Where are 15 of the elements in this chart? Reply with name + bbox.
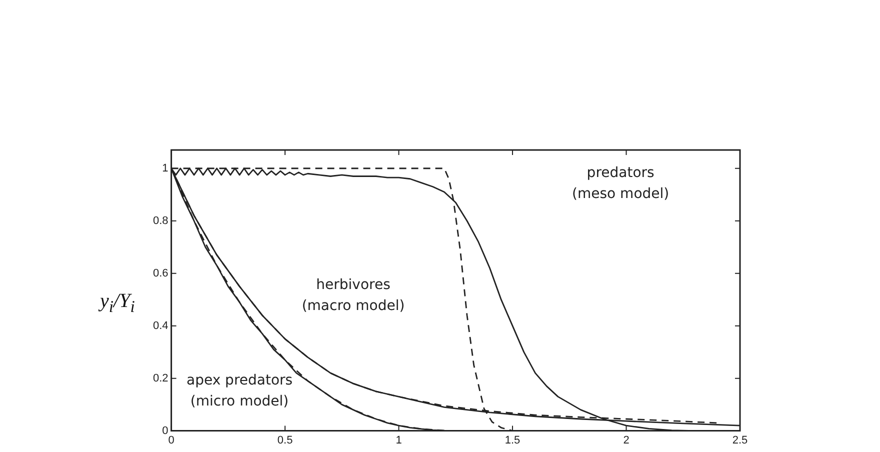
x-tick-label: 0.5 [277,434,293,446]
y-tick-label: 1 [162,162,168,174]
y-tick-label: 0.6 [152,267,168,280]
y-tick-label: 0.8 [152,214,168,227]
x-tick-label: 2.5 [732,434,748,446]
y-tick-label: 0.4 [152,320,168,332]
y-axis-title: y$_{i}$/Y$_{i}$ [100,290,135,317]
y-tick-label: 0.2 [152,372,168,384]
annotation: apex predators (micro model) [186,372,293,410]
annotation: predators (meso model) [572,164,670,202]
y-tick-label: 0 [162,424,168,437]
x-tick-label: 1 [396,434,402,446]
x-tick-label: 2 [623,434,630,446]
x-tick-label: 1.5 [504,434,520,446]
annotation: herbivores (macro model) [302,277,405,314]
